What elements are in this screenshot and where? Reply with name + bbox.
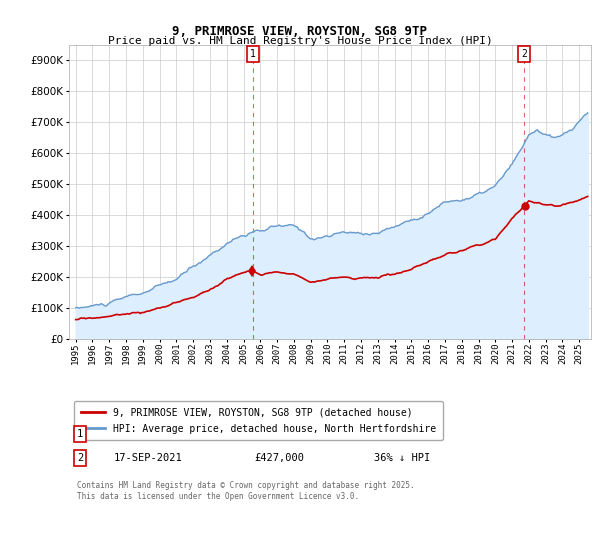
Text: 2: 2 — [521, 49, 527, 59]
Legend: 9, PRIMROSE VIEW, ROYSTON, SG8 9TP (detached house), HPI: Average price, detache: 9, PRIMROSE VIEW, ROYSTON, SG8 9TP (deta… — [74, 401, 443, 440]
Text: Price paid vs. HM Land Registry's House Price Index (HPI): Price paid vs. HM Land Registry's House … — [107, 36, 493, 46]
Text: 29-JUL-2005: 29-JUL-2005 — [113, 430, 182, 440]
Text: Contains HM Land Registry data © Crown copyright and database right 2025.
This d: Contains HM Land Registry data © Crown c… — [77, 482, 415, 501]
Text: 35% ↓ HPI: 35% ↓ HPI — [374, 430, 431, 440]
Text: 2: 2 — [77, 453, 83, 463]
Text: 1: 1 — [250, 49, 256, 59]
Text: 17-SEP-2021: 17-SEP-2021 — [113, 453, 182, 463]
Text: 9, PRIMROSE VIEW, ROYSTON, SG8 9TP: 9, PRIMROSE VIEW, ROYSTON, SG8 9TP — [173, 25, 427, 38]
Text: 1: 1 — [77, 430, 83, 440]
Text: 36% ↓ HPI: 36% ↓ HPI — [374, 453, 431, 463]
Text: £427,000: £427,000 — [254, 453, 304, 463]
Text: £224,200: £224,200 — [254, 430, 304, 440]
